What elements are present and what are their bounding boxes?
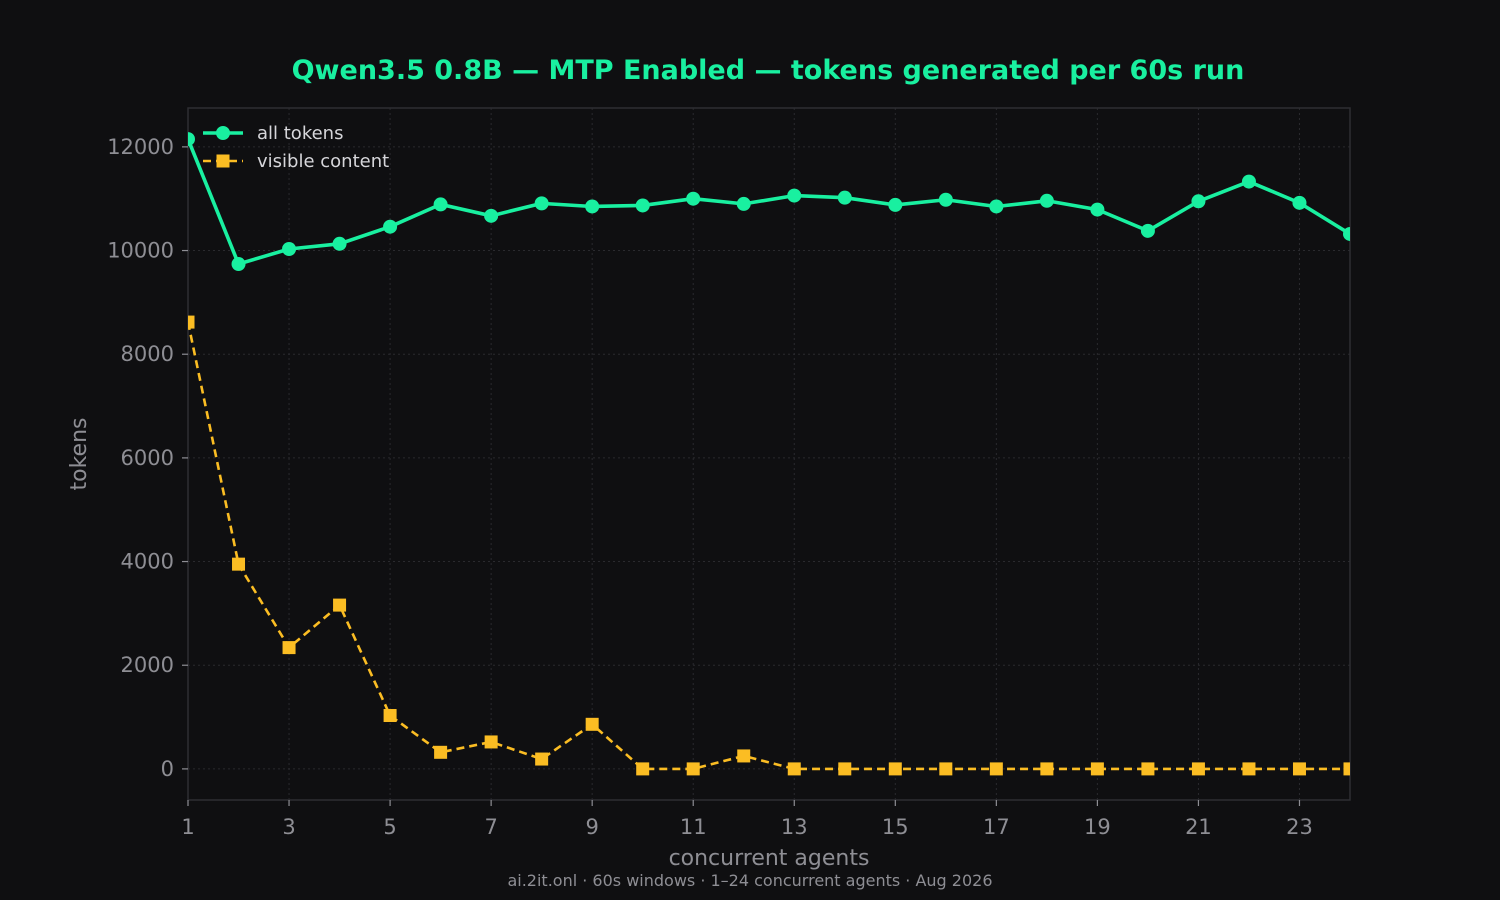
y-tick-label: 8000 [121, 342, 174, 366]
data-point [1292, 195, 1307, 210]
data-point [1141, 762, 1155, 776]
x-tick-label: 1 [181, 815, 194, 839]
legend: all tokens visible content [203, 123, 389, 172]
data-point [838, 762, 852, 776]
series-line [188, 321, 1350, 771]
chart-title: Qwen3.5 0.8B — MTP Enabled — tokens gene… [292, 55, 1245, 86]
data-point [484, 735, 498, 749]
x-tick-label: 17 [983, 815, 1010, 839]
data-point [282, 641, 296, 655]
data-point [231, 257, 246, 272]
data-point [1090, 762, 1104, 776]
plot-area [187, 107, 1351, 801]
data-point [434, 745, 448, 759]
x-tick-label: 21 [1185, 815, 1212, 839]
data-point [333, 598, 347, 612]
data-point [888, 197, 903, 212]
data-point [939, 762, 953, 776]
series-line [188, 138, 1350, 266]
data-point [787, 188, 802, 203]
legend-swatch-marker [216, 126, 230, 140]
x-axis-label: concurrent agents [669, 846, 870, 871]
legend-label: all tokens [257, 123, 343, 144]
x-tick-label: 7 [484, 815, 497, 839]
data-point [534, 196, 549, 211]
data-point [636, 762, 650, 776]
y-tick-label: 4000 [121, 550, 174, 574]
data-point [433, 197, 448, 212]
data-point [1191, 762, 1205, 776]
data-point [837, 190, 852, 205]
legend-label: visible content [257, 151, 389, 172]
x-tick-label: 23 [1286, 815, 1313, 839]
legend-swatch-marker [216, 154, 230, 168]
data-point [585, 199, 600, 214]
data-point [1343, 762, 1350, 776]
data-point [484, 208, 499, 223]
data-point [332, 236, 347, 251]
data-point [686, 191, 701, 206]
data-point [787, 762, 801, 776]
data-point [585, 717, 599, 731]
y-axis-label: tokens [67, 418, 92, 491]
data-point [1191, 194, 1206, 209]
footer-caption: ai.2it.onl · 60s windows · 1–24 concurre… [507, 871, 992, 890]
x-tick-label: 15 [882, 815, 909, 839]
data-point [383, 709, 397, 723]
x-tick-label: 11 [680, 815, 707, 839]
y-tick-label: 12000 [107, 135, 174, 159]
data-point [888, 762, 902, 776]
series-group [188, 132, 1350, 776]
x-tick-label: 13 [781, 815, 808, 839]
data-point [188, 315, 195, 329]
data-point [1090, 202, 1105, 217]
series-visible-content [188, 315, 1350, 776]
data-point [686, 762, 700, 776]
data-point [232, 557, 246, 571]
y-tick-label: 10000 [107, 239, 174, 263]
data-point [635, 198, 650, 213]
data-point [989, 762, 1003, 776]
data-point [989, 199, 1004, 214]
x-tick-label: 19 [1084, 815, 1111, 839]
data-point [282, 241, 297, 256]
y-tick-label: 2000 [121, 653, 174, 677]
data-point [1242, 762, 1256, 776]
data-point [535, 752, 549, 766]
data-point [1292, 762, 1306, 776]
x-tick-label: 5 [383, 815, 396, 839]
data-point [1039, 193, 1054, 208]
data-point [1343, 226, 1350, 241]
x-tick-label: 3 [282, 815, 295, 839]
data-point [188, 132, 195, 147]
y-tick-label: 0 [161, 757, 174, 781]
data-point [1241, 174, 1256, 189]
x-tick-label: 9 [585, 815, 598, 839]
data-point [1040, 762, 1054, 776]
grid [187, 108, 1350, 800]
legend-item: visible content [203, 151, 389, 172]
data-point [1140, 223, 1155, 238]
y-tick-label: 6000 [121, 446, 174, 470]
data-point [737, 749, 751, 763]
data-point [383, 219, 398, 234]
data-point [736, 196, 751, 211]
series-all-tokens [188, 132, 1350, 272]
legend-item: all tokens [203, 123, 343, 144]
data-point [938, 192, 953, 207]
